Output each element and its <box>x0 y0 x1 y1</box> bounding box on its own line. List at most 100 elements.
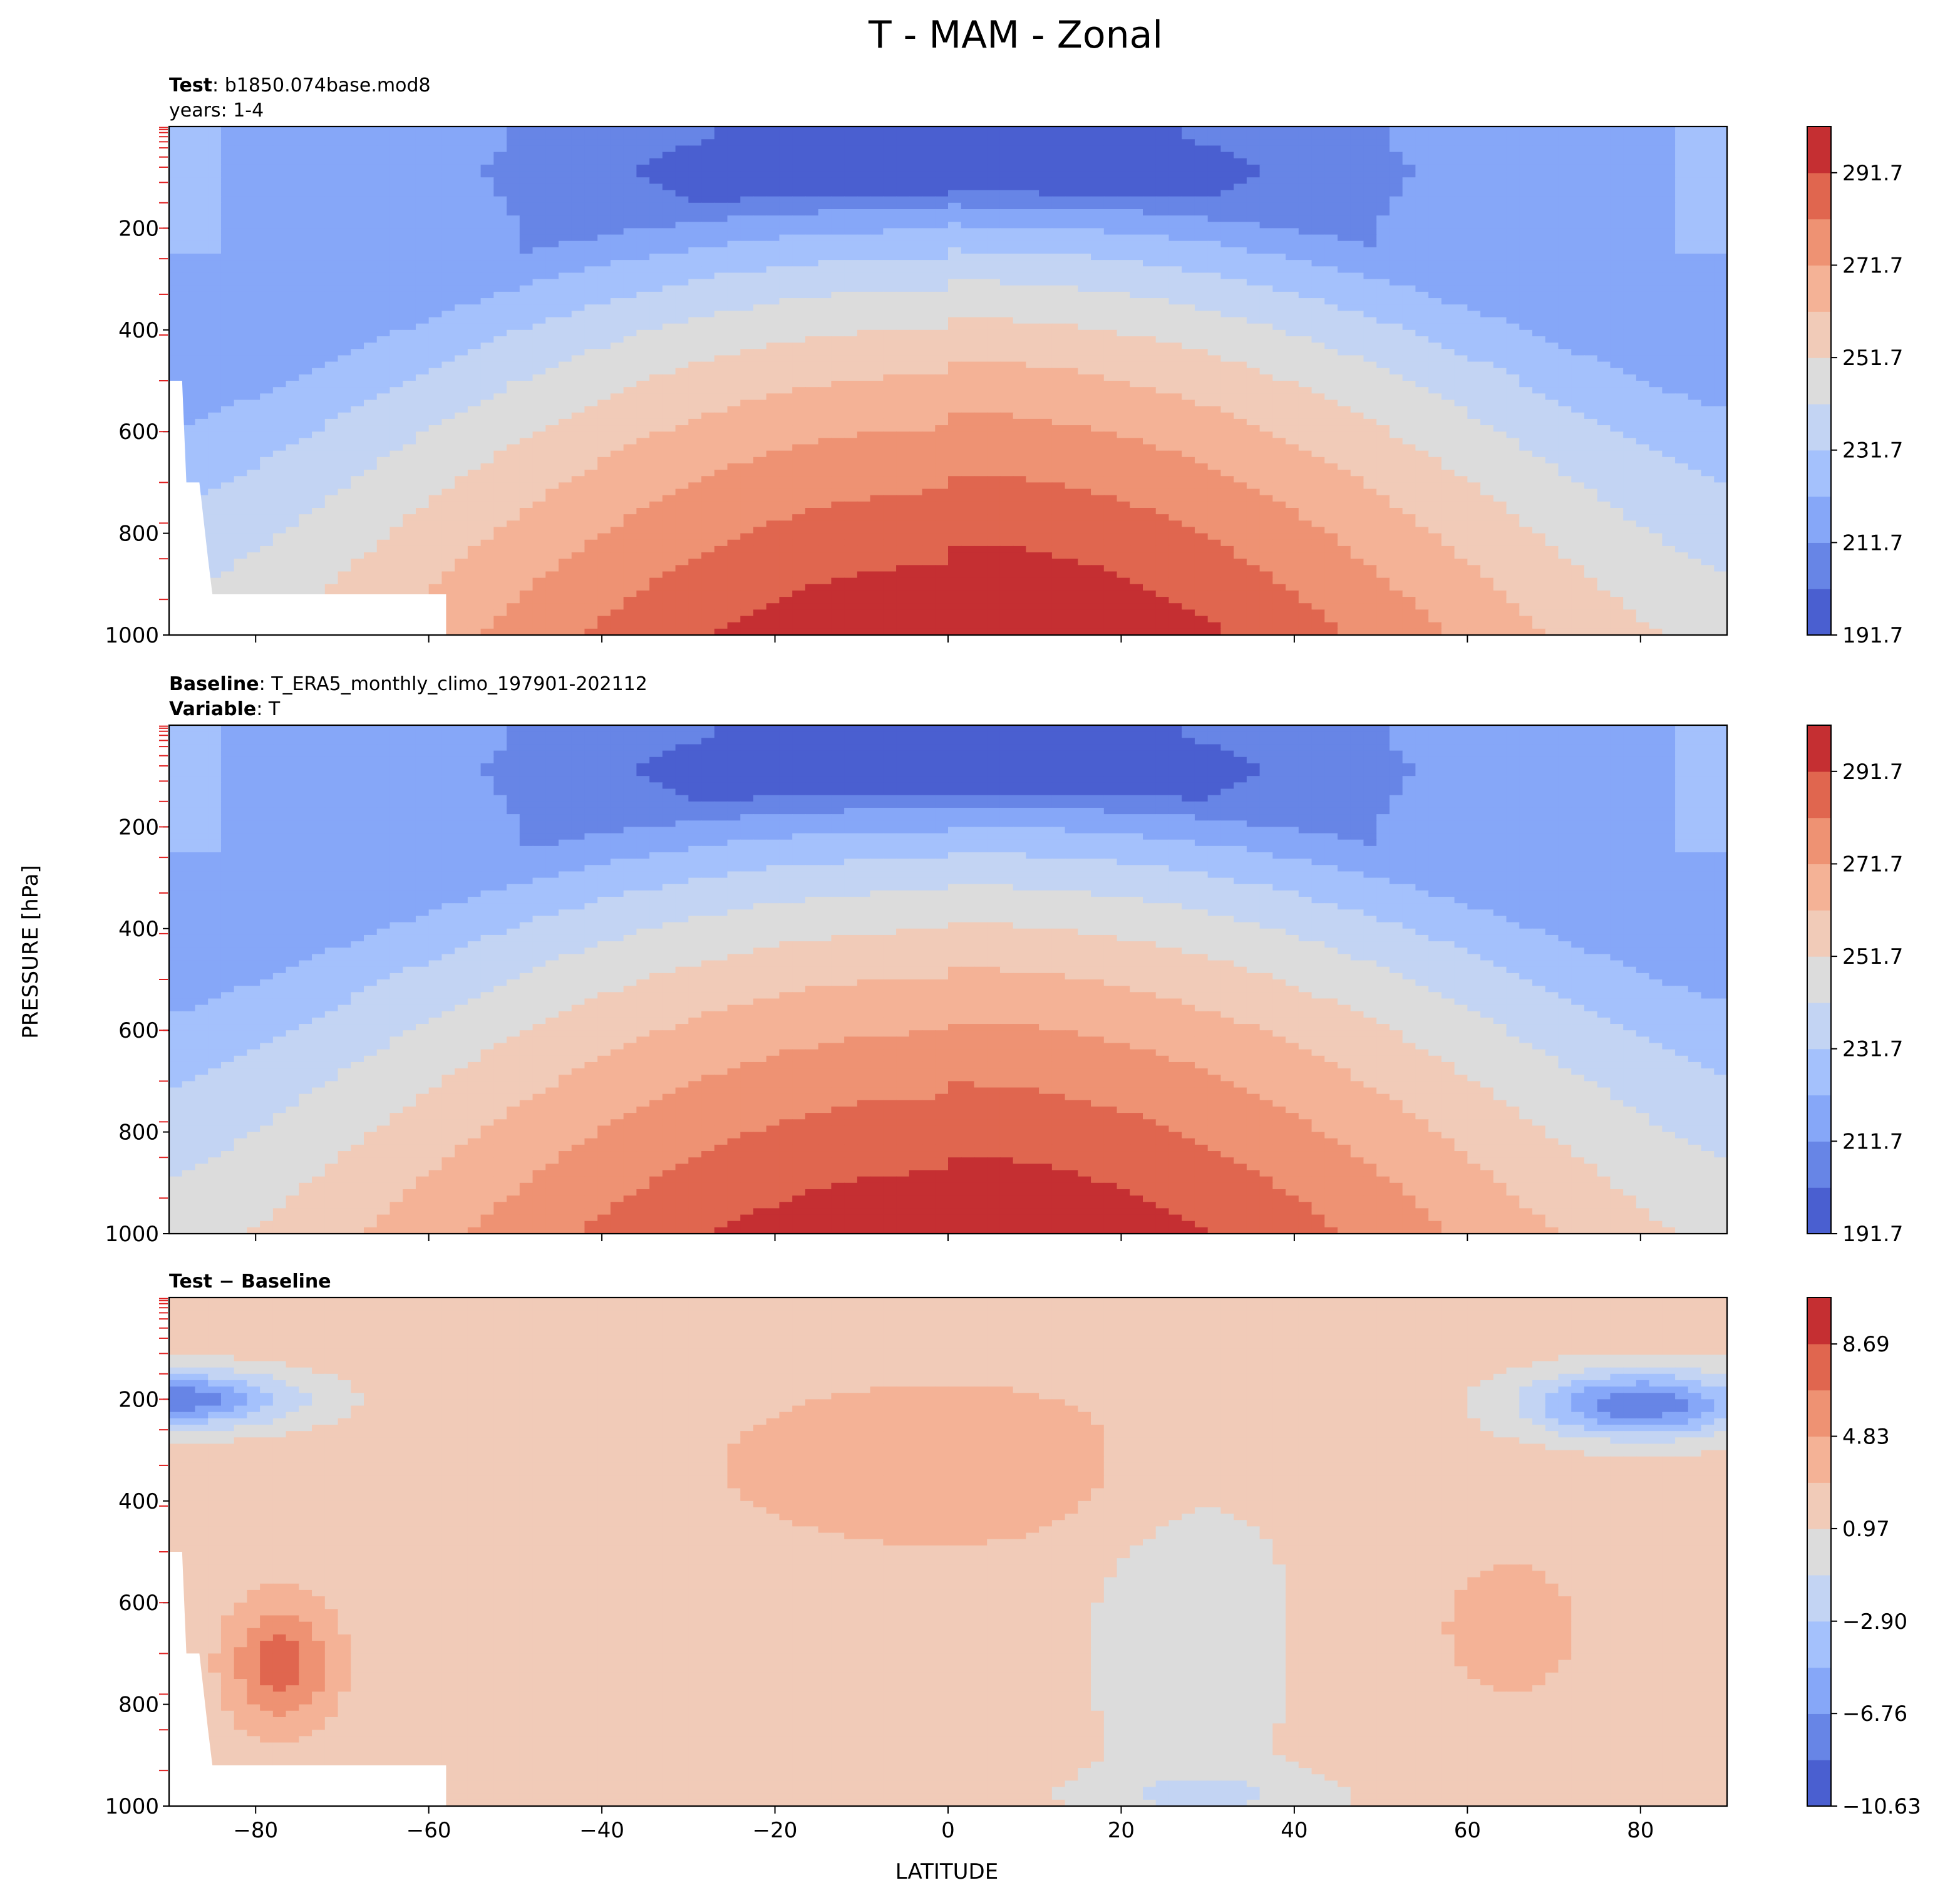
contour-field-1 <box>169 725 1727 1234</box>
y-tick-label: 400 <box>118 1489 159 1514</box>
colorbar-segment <box>1807 265 1831 312</box>
x-tick-label: −80 <box>233 1818 278 1843</box>
colorbar-tick-label: 8.69 <box>1842 1332 1890 1357</box>
header-bold: Test − Baseline <box>169 1271 331 1293</box>
colorbar-tick-label: 191.7 <box>1842 1222 1903 1247</box>
colorbar-tick-label: 271.7 <box>1842 852 1903 877</box>
header-sep: : <box>259 673 272 695</box>
colorbar-segment <box>1807 725 1831 772</box>
contour-field-0 <box>169 126 1727 635</box>
colorbar-segment <box>1807 1760 1831 1807</box>
x-tick-label: 40 <box>1281 1818 1308 1843</box>
y-axis-label: PRESSURE [hPa] <box>18 865 43 1038</box>
colorbar-tick-label: 211.7 <box>1842 1129 1903 1154</box>
colorbar-frame <box>1807 725 1832 1234</box>
colorbar-segment <box>1807 219 1831 266</box>
panel-header-line: years: 1-4 <box>169 100 264 121</box>
x-tick-label: −40 <box>579 1818 624 1843</box>
colorbar-segment <box>1807 1048 1831 1096</box>
colorbar-tick-label: 291.7 <box>1842 161 1903 186</box>
colorbar-segment <box>1807 403 1831 451</box>
colorbar-segment <box>1807 450 1831 497</box>
colorbar-tick-label: 251.7 <box>1842 346 1903 371</box>
colorbar-segment <box>1807 496 1831 543</box>
colorbar-segment <box>1807 1436 1831 1483</box>
colorbar-tick-label: 211.7 <box>1842 530 1903 555</box>
header-text: T <box>268 698 281 720</box>
colorbar-tick-label: 4.83 <box>1842 1425 1890 1450</box>
colorbar-segment <box>1807 771 1831 818</box>
axes-2: 200 400 600 800 1000 −80 −60 −40 −20 0 20 40 60 80 <box>105 1296 1728 1843</box>
colorbar-segment <box>1807 1002 1831 1050</box>
y-tick-label: 600 <box>118 1591 159 1616</box>
axes-0: 200 400 600 800 1000 <box>105 125 1728 648</box>
colorbar-segment <box>1807 1390 1831 1437</box>
colorbar-1: 191.7 211.7 231.7 251.7 271.7 291.7 <box>1807 725 1903 1247</box>
header-bold: Baseline <box>169 673 259 695</box>
x-tick-label: −20 <box>753 1818 798 1843</box>
topography-mask-0 <box>169 381 446 635</box>
colorbar-segment <box>1807 1667 1831 1714</box>
colorbar-segment <box>1807 864 1831 911</box>
colorbar-tick-label: −10.63 <box>1842 1794 1921 1819</box>
y-tick-label: 200 <box>118 815 159 840</box>
x-tick-label: 0 <box>941 1818 955 1843</box>
colorbar-segment <box>1807 1574 1831 1622</box>
colorbar-segment <box>1807 126 1831 173</box>
colorbar-segment <box>1807 1621 1831 1668</box>
colorbar-tick-label: −2.90 <box>1842 1609 1907 1634</box>
colorbar-frame <box>1807 126 1832 636</box>
colorbar-2: −10.63 −6.76 −2.90 0.97 4.83 8.69 <box>1807 1297 1921 1819</box>
header-bold: Test <box>169 75 212 96</box>
x-tick-label: 80 <box>1627 1818 1654 1843</box>
colorbar-segment <box>1807 910 1831 957</box>
header-text: b1850.074base.mod8 <box>225 75 431 96</box>
header-bold: Variable <box>169 698 256 720</box>
panel-header-line: Test − Baseline <box>169 1271 331 1293</box>
figure-title: T - MAM - Zonal <box>868 13 1163 57</box>
colorbar-segment <box>1807 1529 1831 1576</box>
colorbar-tick-label: 0.97 <box>1842 1517 1890 1542</box>
colorbar-tick-label: 231.7 <box>1842 1037 1903 1062</box>
missing-data-region <box>169 381 446 635</box>
colorbar-segment <box>1807 1187 1831 1234</box>
y-tick-label: 400 <box>118 318 159 343</box>
y-tick-label: 800 <box>118 1693 159 1718</box>
y-tick-label: 600 <box>118 1018 159 1043</box>
y-tick-label: 800 <box>118 1120 159 1145</box>
x-tick-label: 60 <box>1454 1818 1481 1843</box>
colorbar-segment <box>1807 589 1831 636</box>
colorbar-tick-label: −6.76 <box>1842 1701 1907 1727</box>
colorbar-tick-label: 231.7 <box>1842 438 1903 463</box>
colorbar-0: 191.7 211.7 231.7 251.7 271.7 291.7 <box>1807 126 1903 648</box>
colorbar-segment <box>1807 1482 1831 1529</box>
x-tick-label: −60 <box>406 1818 451 1843</box>
colorbar-segment <box>1807 311 1831 358</box>
colorbar-segment <box>1807 542 1831 589</box>
y-tick-label: 400 <box>118 917 159 942</box>
header-text: years: 1-4 <box>169 100 264 121</box>
y-tick-label: 1000 <box>105 623 159 648</box>
y-tick-label: 600 <box>118 420 159 445</box>
colorbar-segment <box>1807 1713 1831 1760</box>
x-tick-label: 20 <box>1108 1818 1135 1843</box>
header-sep: : <box>212 75 225 96</box>
x-axis-label: LATITUDE <box>895 1859 998 1884</box>
panel-header-line: Variable: T <box>169 698 281 720</box>
colorbar-segment <box>1807 956 1831 1003</box>
contour-field-2 <box>169 1298 1727 1806</box>
colorbar-tick-label: 251.7 <box>1842 944 1903 969</box>
colorbar-tick-label: 271.7 <box>1842 253 1903 278</box>
colorbar-tick-label: 291.7 <box>1842 760 1903 785</box>
y-tick-label: 1000 <box>105 1794 159 1819</box>
colorbar-tick-label: 191.7 <box>1842 623 1903 648</box>
y-tick-label: 200 <box>118 1387 159 1412</box>
y-tick-label: 1000 <box>105 1222 159 1247</box>
header-sep: : <box>256 698 269 720</box>
header-text: T_ERA5_monthly_climo_197901-202112 <box>271 673 647 695</box>
colorbar-frame <box>1807 1297 1832 1807</box>
axes-1: 200 400 600 800 1000 <box>105 724 1728 1247</box>
colorbar-segment <box>1807 172 1831 220</box>
colorbar-segment <box>1807 1343 1831 1391</box>
